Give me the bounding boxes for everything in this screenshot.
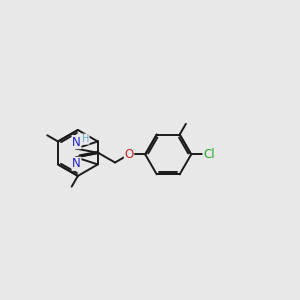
Text: H: H (82, 134, 89, 144)
Text: N: N (72, 136, 81, 148)
Text: Cl: Cl (203, 148, 215, 161)
Text: N: N (72, 157, 81, 170)
Text: O: O (124, 148, 134, 161)
